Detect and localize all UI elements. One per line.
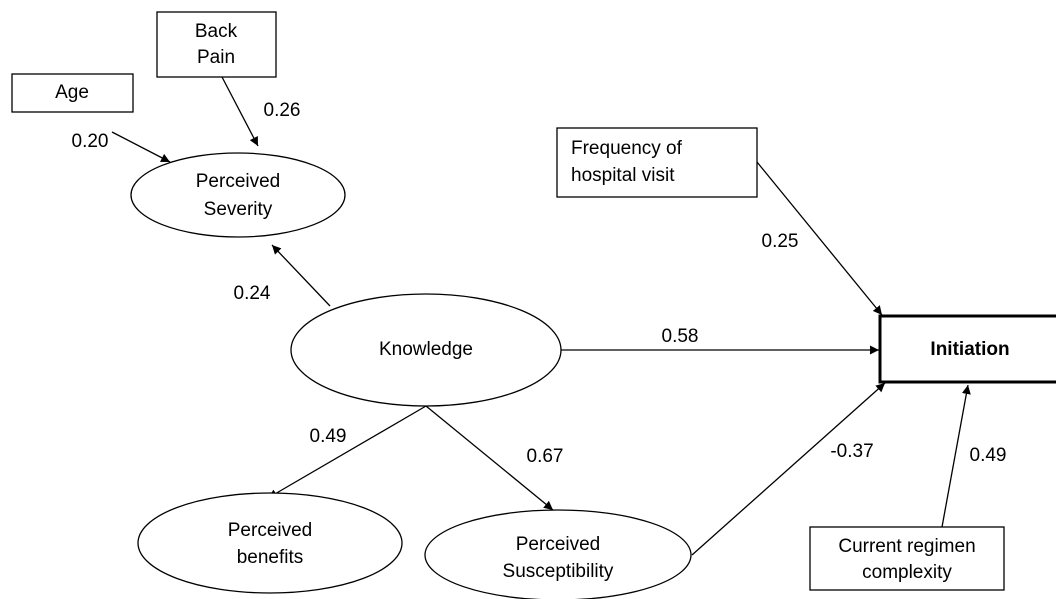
edge-label: -0.37 bbox=[830, 441, 873, 462]
node-label: Perceived bbox=[196, 171, 281, 192]
node-label: Knowledge bbox=[379, 339, 473, 360]
node-label: Perceived bbox=[516, 534, 601, 555]
node-label: hospital visit bbox=[571, 165, 675, 186]
node-label: Perceived bbox=[228, 520, 313, 541]
edge-label: 0.26 bbox=[264, 100, 301, 121]
node-ellipse bbox=[137, 492, 403, 594]
edge bbox=[941, 384, 971, 528]
node-label: Frequency of bbox=[571, 138, 683, 159]
node-label: complexity bbox=[862, 562, 952, 583]
edge bbox=[691, 382, 886, 556]
node-label: Susceptibility bbox=[503, 561, 614, 582]
node-label: Severity bbox=[204, 199, 273, 220]
node-label: Age bbox=[55, 82, 89, 103]
node-box bbox=[809, 526, 1005, 591]
edge bbox=[425, 405, 554, 511]
edge-label: 0.49 bbox=[970, 445, 1007, 466]
edge bbox=[221, 76, 259, 147]
edge-label: 0.58 bbox=[662, 326, 699, 347]
node-ellipse bbox=[130, 152, 346, 238]
node-ellipse bbox=[424, 509, 692, 599]
edge bbox=[756, 161, 883, 316]
node-label: Pain bbox=[197, 47, 235, 68]
edge bbox=[271, 244, 331, 307]
edge-label: 0.25 bbox=[762, 231, 799, 252]
edge-label: 0.20 bbox=[72, 131, 109, 152]
edge-label: 0.67 bbox=[527, 446, 564, 467]
node-box bbox=[11, 73, 134, 113]
node-box bbox=[156, 11, 277, 78]
node-label: Initiation bbox=[930, 339, 1009, 360]
node-ellipse bbox=[290, 293, 562, 407]
node-label: benefits bbox=[237, 547, 304, 568]
node-label: Current regimen bbox=[838, 536, 975, 557]
node-box bbox=[556, 127, 758, 198]
node-label: Back bbox=[195, 21, 238, 42]
edge-label: 0.49 bbox=[310, 426, 347, 447]
edge bbox=[267, 405, 427, 499]
edge bbox=[111, 131, 171, 163]
node-box bbox=[878, 314, 1056, 384]
edge-label: 0.24 bbox=[234, 283, 271, 304]
